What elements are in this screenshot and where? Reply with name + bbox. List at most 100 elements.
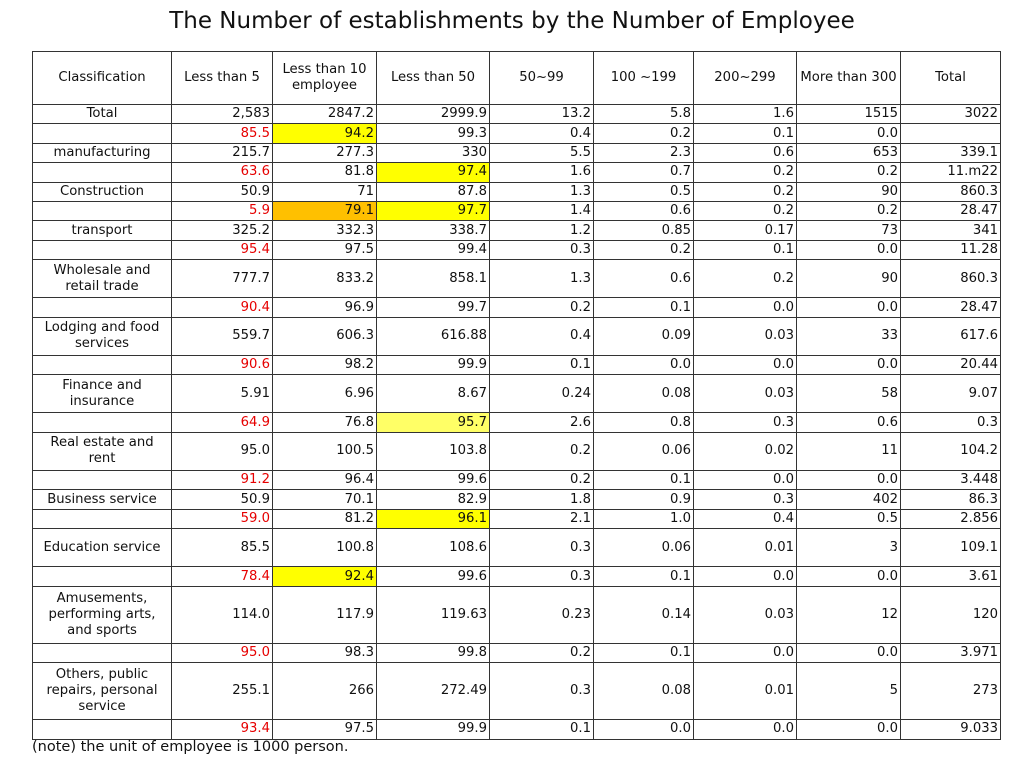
table-cell: 0.9 xyxy=(593,489,694,510)
table-row: Education service 85.5 100.8 108.6 0.3 0.06 0.… xyxy=(32,528,1001,568)
table-cell: 100.5 xyxy=(272,431,377,472)
table-cell: 1.0 xyxy=(593,508,694,530)
table-cell: 0.6 xyxy=(693,142,797,164)
table-cell: 0.1 xyxy=(489,719,594,740)
table-cell: 277.3 xyxy=(272,142,377,164)
table-cell: 0.1 xyxy=(593,566,694,587)
table-cell: 0.6 xyxy=(593,259,694,299)
table-cell: 0.0 xyxy=(796,354,901,376)
table-cell: 0.2 xyxy=(489,470,594,491)
table-cell: 0.0 xyxy=(593,354,694,376)
column-header: Less than 10 employee xyxy=(272,51,377,105)
table-row: Total 2,583 2847.2 2999.9 13.2 5.8 1.6 1515 3022 xyxy=(32,103,1001,125)
table-cell: 330 xyxy=(376,142,490,164)
table-cell: 95.7 xyxy=(376,412,490,433)
table-cell: 11.28 xyxy=(900,239,1001,261)
table-cell: 1.6 xyxy=(489,162,594,183)
table-cell: 0.4 xyxy=(489,123,594,144)
row-classification xyxy=(32,297,172,318)
page-title: The Number of establishments by the Numb… xyxy=(169,8,855,34)
row-classification: Lodging and food services xyxy=(32,316,172,356)
table-cell: 325.2 xyxy=(171,220,273,241)
table-row: 90.4 96.9 99.7 0.2 0.1 0.0 0.0 28.47 xyxy=(32,297,1001,318)
table-cell: 332.3 xyxy=(272,220,377,241)
table-cell: 0.3 xyxy=(693,489,797,510)
table-cell: 92.4 xyxy=(272,566,377,587)
table-cell: 58 xyxy=(796,374,901,414)
table-cell: 3.61 xyxy=(900,566,1001,587)
table-cell: 0.2 xyxy=(489,431,594,472)
header-row: Classification Less than 5 Less than 10 … xyxy=(32,51,1001,105)
table-cell: 2.1 xyxy=(489,508,594,530)
table-cell: 5 xyxy=(796,662,901,721)
table-row: Business service 50.9 70.1 82.9 1.8 0.9 0.3 402… xyxy=(32,489,1001,510)
table-cell: 94.2 xyxy=(272,123,377,144)
table-cell: 0.2 xyxy=(796,162,901,183)
table-cell: 87.8 xyxy=(376,181,490,202)
table-cell: 0.6 xyxy=(593,200,694,222)
table-cell: 97.5 xyxy=(272,239,377,261)
table-cell: 1.2 xyxy=(489,220,594,241)
table-cell: 0.2 xyxy=(796,200,901,222)
table-cell: 1.4 xyxy=(489,200,594,222)
table-cell: 97.4 xyxy=(376,162,490,183)
table-cell: 0.6 xyxy=(796,412,901,433)
table-cell: 50.9 xyxy=(171,181,273,202)
table-cell: 0.3 xyxy=(489,566,594,587)
table-cell: 0.24 xyxy=(489,374,594,414)
table-cell: 617.6 xyxy=(900,316,1001,356)
table-cell: 402 xyxy=(796,489,901,510)
row-classification: Construction xyxy=(32,181,172,202)
table-cell: 0.2 xyxy=(693,259,797,299)
table-cell: 0.1 xyxy=(593,297,694,318)
table-cell: 99.6 xyxy=(376,566,490,587)
row-classification xyxy=(32,642,172,664)
table-cell: 5.91 xyxy=(171,374,273,414)
table-cell: 90.4 xyxy=(171,297,273,318)
table-cell: 114.0 xyxy=(171,585,273,644)
table-cell: 28.47 xyxy=(900,200,1001,222)
row-classification xyxy=(32,412,172,433)
row-classification: Total xyxy=(32,103,172,125)
table-cell: 341 xyxy=(900,220,1001,241)
table-cell: 0.1 xyxy=(593,470,694,491)
table-cell: 0.2 xyxy=(693,162,797,183)
table-cell: 81.2 xyxy=(272,508,377,530)
table-cell: 64.9 xyxy=(171,412,273,433)
table-cell: 12 xyxy=(796,585,901,644)
table-cell: 2.3 xyxy=(593,142,694,164)
row-classification xyxy=(32,123,172,144)
table-cell: 50.9 xyxy=(171,489,273,510)
row-classification xyxy=(32,162,172,183)
column-header: Less than 50 xyxy=(376,51,490,105)
table-cell: 103.8 xyxy=(376,431,490,472)
table-cell: 338.7 xyxy=(376,220,490,241)
table-cell: 0.5 xyxy=(796,508,901,530)
table-cell: 0.3 xyxy=(489,662,594,721)
table-row: Real estate and rent 95.0 100.5 103.8 0.2 0.0… xyxy=(32,431,1001,472)
table-row: 85.5 94.2 99.3 0.4 0.2 0.1 0.0 xyxy=(32,123,1001,144)
table-cell: 63.6 xyxy=(171,162,273,183)
table-cell: 5.9 xyxy=(171,200,273,222)
table-cell: 0.2 xyxy=(693,200,797,222)
table-cell: 59.0 xyxy=(171,508,273,530)
table-cell: 0.0 xyxy=(796,239,901,261)
table-cell: 6.96 xyxy=(272,374,377,414)
table-cell: 0.06 xyxy=(593,528,694,568)
table-cell: 2999.9 xyxy=(376,103,490,125)
table-cell: 0.2 xyxy=(489,297,594,318)
table-row: 59.0 81.2 96.1 2.1 1.0 0.4 0.5 2.856 xyxy=(32,508,1001,530)
table-cell: 616.88 xyxy=(376,316,490,356)
table-cell: 2847.2 xyxy=(272,103,377,125)
table-cell: 833.2 xyxy=(272,259,377,299)
table-cell: 0.3 xyxy=(693,412,797,433)
table-cell: 3.448 xyxy=(900,470,1001,491)
row-classification: Amusements, performing arts, and sports xyxy=(32,585,172,644)
table-cell: 0.08 xyxy=(593,374,694,414)
table-cell: 90 xyxy=(796,181,901,202)
table-row: 5.9 79.1 97.7 1.4 0.6 0.2 0.2 28.47 xyxy=(32,200,1001,222)
row-classification xyxy=(32,200,172,222)
table-cell: 858.1 xyxy=(376,259,490,299)
table-cell: 0.0 xyxy=(593,719,694,740)
table-cell: 9.07 xyxy=(900,374,1001,414)
